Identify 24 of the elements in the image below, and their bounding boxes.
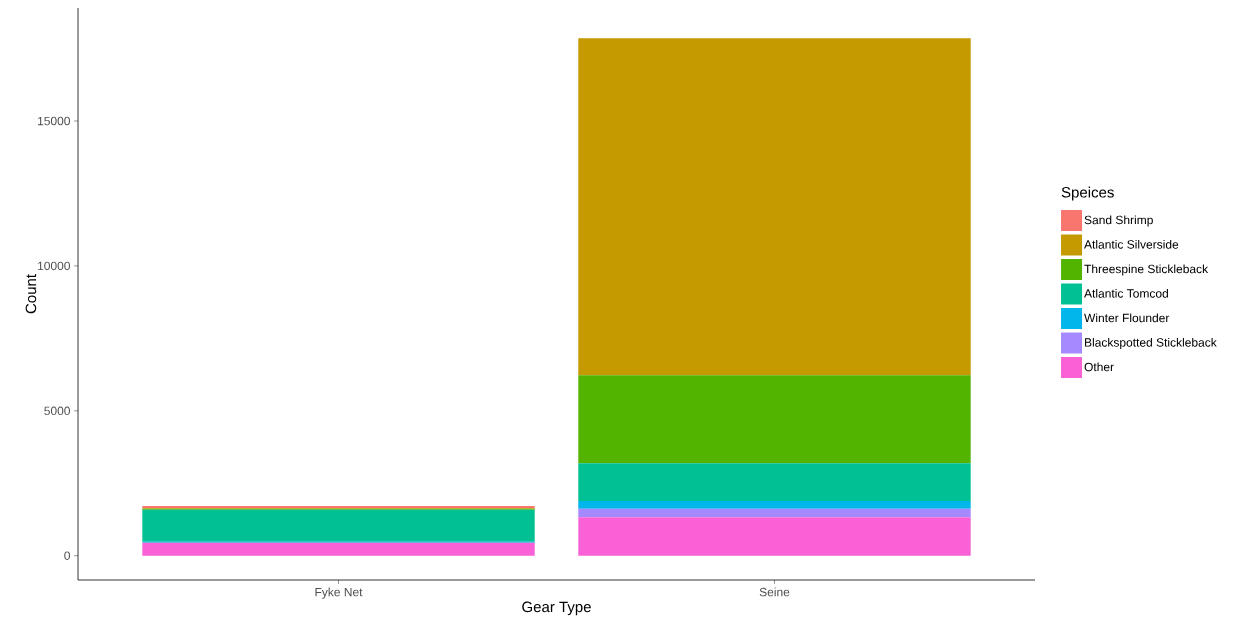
- bar: [578, 501, 971, 509]
- legend-title: Speices: [1061, 186, 1114, 201]
- y-tick-label: 0: [64, 551, 71, 560]
- x-tick-label: Fyke Net: [315, 587, 363, 599]
- y-axis-title: Count: [25, 274, 37, 314]
- legend-label: Other: [1084, 362, 1114, 372]
- legend-label: Atlantic Silverside: [1084, 239, 1179, 249]
- bar: [578, 375, 971, 464]
- bar: [578, 463, 971, 501]
- legend-label: Winter Flounder: [1084, 313, 1170, 323]
- legend-label: Sand Shrimp: [1084, 215, 1153, 227]
- bar: [578, 508, 971, 518]
- x-axis-title: Gear Type: [522, 601, 591, 616]
- bar: [142, 509, 535, 542]
- x-tick-label: Seine: [759, 587, 790, 597]
- legend-label: Atlantic Tomcod: [1084, 288, 1168, 298]
- y-tick-label: 10000: [38, 261, 70, 271]
- legend-label: Blackspotted Stickleback: [1085, 337, 1217, 350]
- y-tick-label: 5000: [44, 406, 70, 416]
- legend-label: Threespine Stickleback: [1084, 264, 1209, 276]
- y-tick-label: 15000: [38, 116, 70, 126]
- bar: [578, 38, 971, 376]
- bar: [142, 542, 535, 556]
- bar: [578, 517, 971, 556]
